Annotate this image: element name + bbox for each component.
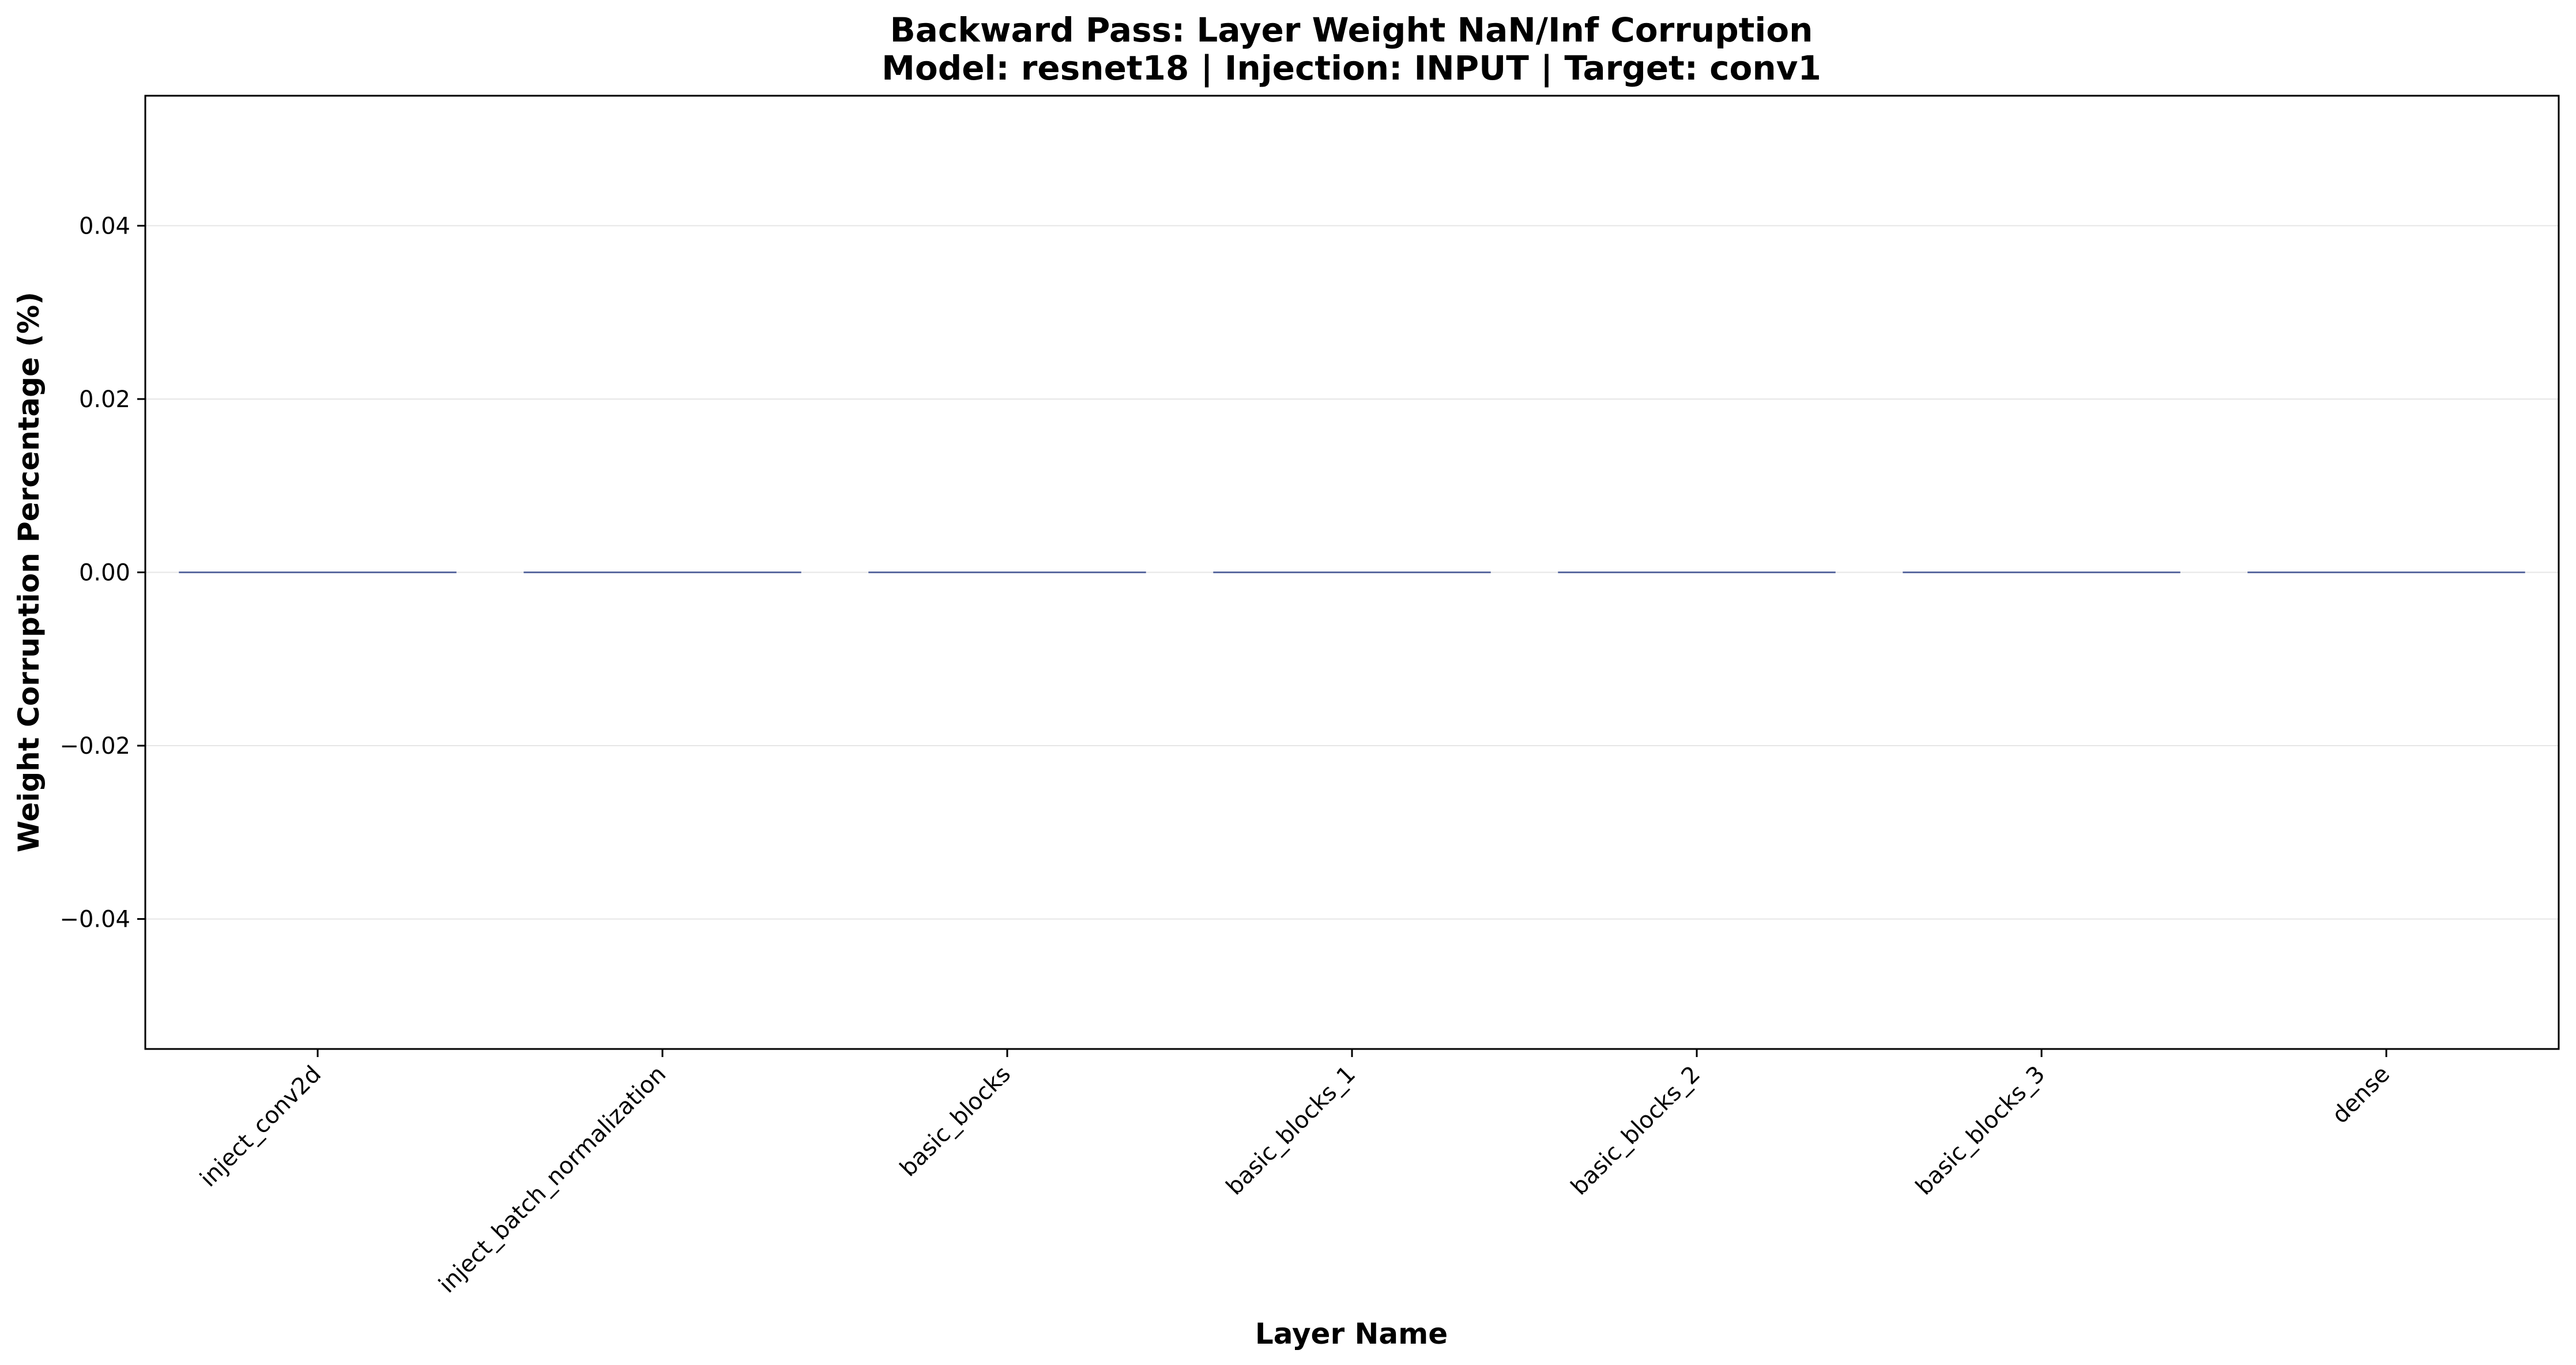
y-axis-ticks: −0.04 −0.02 0.00 0.02 0.04 [59, 213, 145, 933]
y-tick-label: 0.02 [79, 386, 130, 413]
y-tick-label: 0.00 [79, 560, 130, 586]
y-tick-label: 0.04 [79, 213, 130, 239]
y-axis-label: Weight Corruption Percentage (%) [12, 292, 46, 852]
chart-title: Backward Pass: Layer Weight NaN/Inf Corr… [890, 10, 1813, 50]
y-tick-label: −0.04 [59, 907, 130, 933]
chart-subtitle: Model: resnet18 | Injection: INPUT | Tar… [882, 48, 1821, 88]
x-axis-label: Layer Name [1255, 1317, 1448, 1351]
y-tick-label: −0.02 [59, 733, 130, 759]
